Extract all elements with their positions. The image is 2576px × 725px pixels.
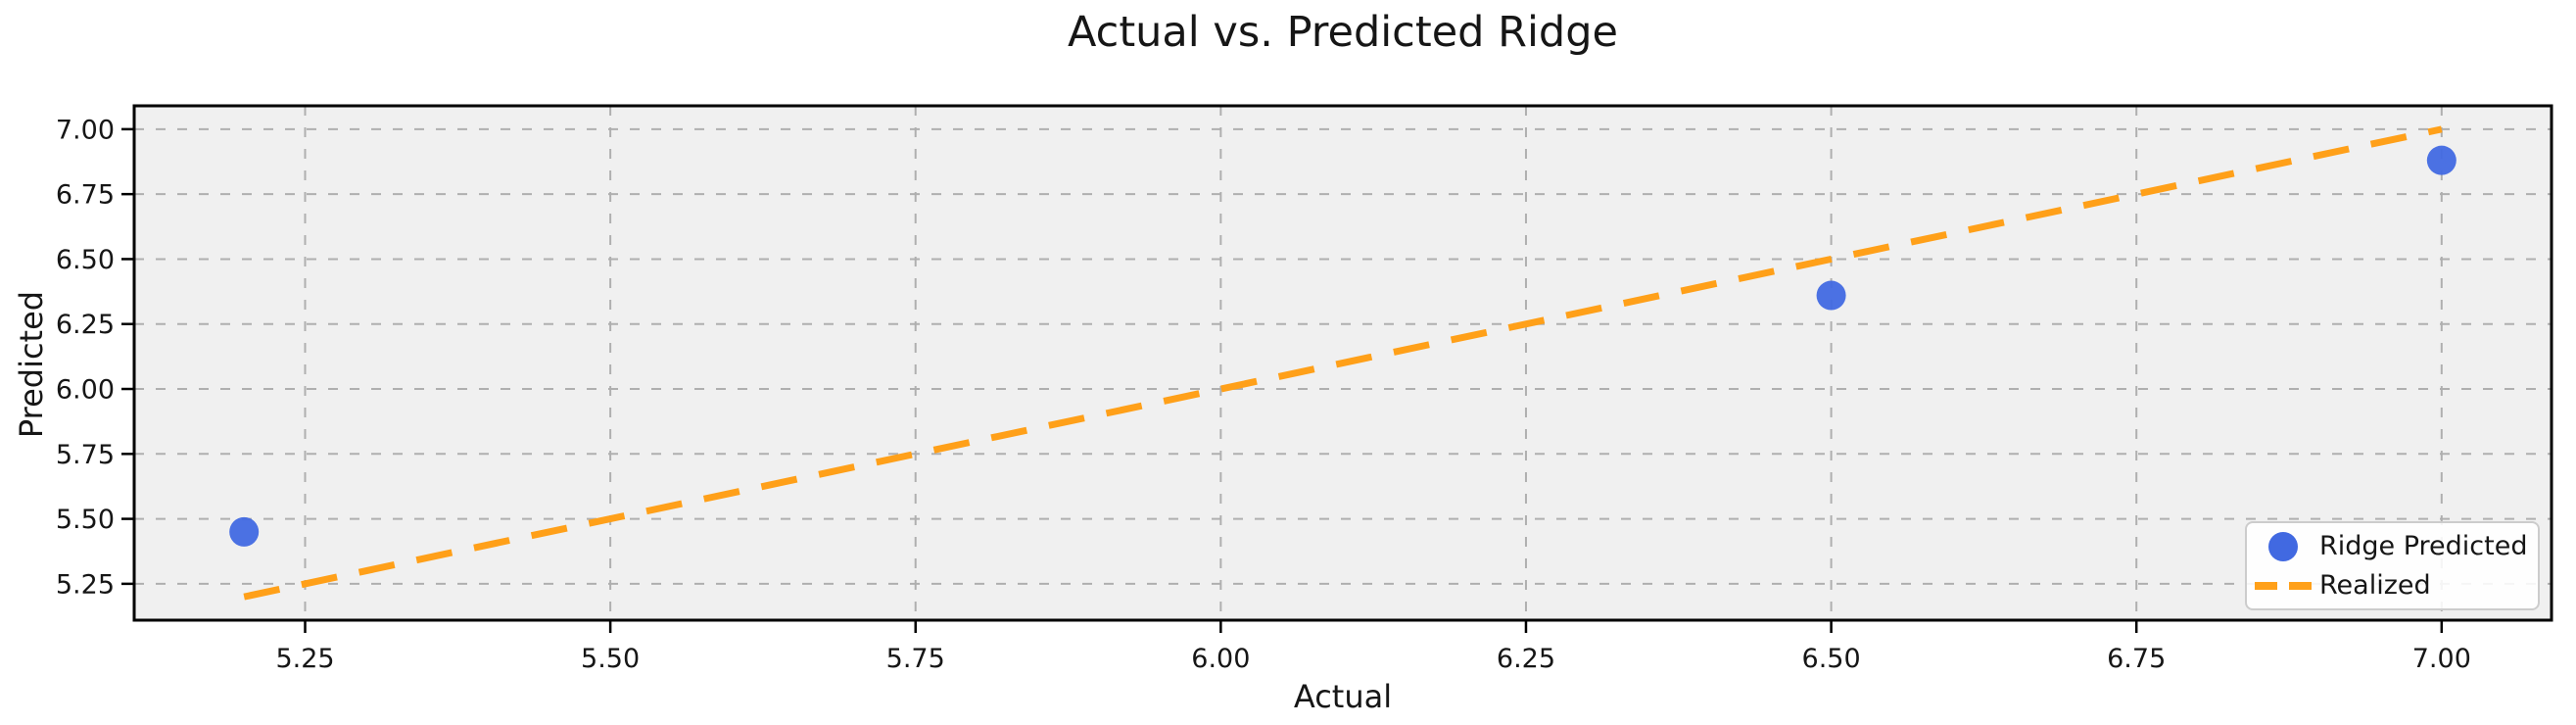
x-tick-label: 5.25 — [275, 644, 334, 674]
legend-item-realized: Realized — [2247, 570, 2538, 601]
legend-marker-col — [2247, 531, 2319, 561]
y-tick-label: 5.75 — [56, 440, 115, 470]
x-axis-label: Actual — [1293, 678, 1393, 715]
x-tick-label: 6.75 — [2107, 644, 2166, 674]
scatter-point — [1816, 280, 1846, 311]
y-tick-label: 5.50 — [56, 505, 115, 535]
scatter-point — [229, 516, 260, 547]
plot-border — [132, 104, 2553, 622]
y-tick-label: 6.00 — [56, 374, 115, 405]
x-tick-label: 5.50 — [581, 644, 640, 674]
y-axis-label: Predicted — [13, 290, 50, 439]
x-tick-label: 6.00 — [1191, 644, 1250, 674]
legend-item-ridge-predicted: Ridge Predicted — [2247, 531, 2538, 561]
y-tick-label: 6.50 — [56, 245, 115, 275]
x-tick-label: 6.25 — [1497, 644, 1555, 674]
x-tick-label: 5.75 — [886, 644, 945, 674]
scatter-point — [2426, 145, 2457, 175]
legend-label-ridge-predicted: Ridge Predicted — [2319, 531, 2528, 561]
chart-title: Actual vs. Predicted Ridge — [1068, 8, 1618, 57]
x-tick-label: 7.00 — [2412, 644, 2471, 674]
legend-label-realized: Realized — [2319, 570, 2431, 601]
legend: Ridge Predicted Realized — [2245, 521, 2540, 610]
legend-marker-col — [2247, 581, 2319, 590]
scatter-marker-icon — [2268, 531, 2298, 561]
x-tick-label: 6.50 — [1802, 644, 1861, 674]
y-tick-label: 5.25 — [56, 569, 115, 600]
realized-line — [243, 125, 2443, 601]
dashed-line-icon — [2255, 581, 2312, 590]
y-tick-label: 6.25 — [56, 310, 115, 340]
y-tick-label: 6.75 — [56, 180, 115, 211]
y-tick-label: 7.00 — [56, 115, 115, 145]
